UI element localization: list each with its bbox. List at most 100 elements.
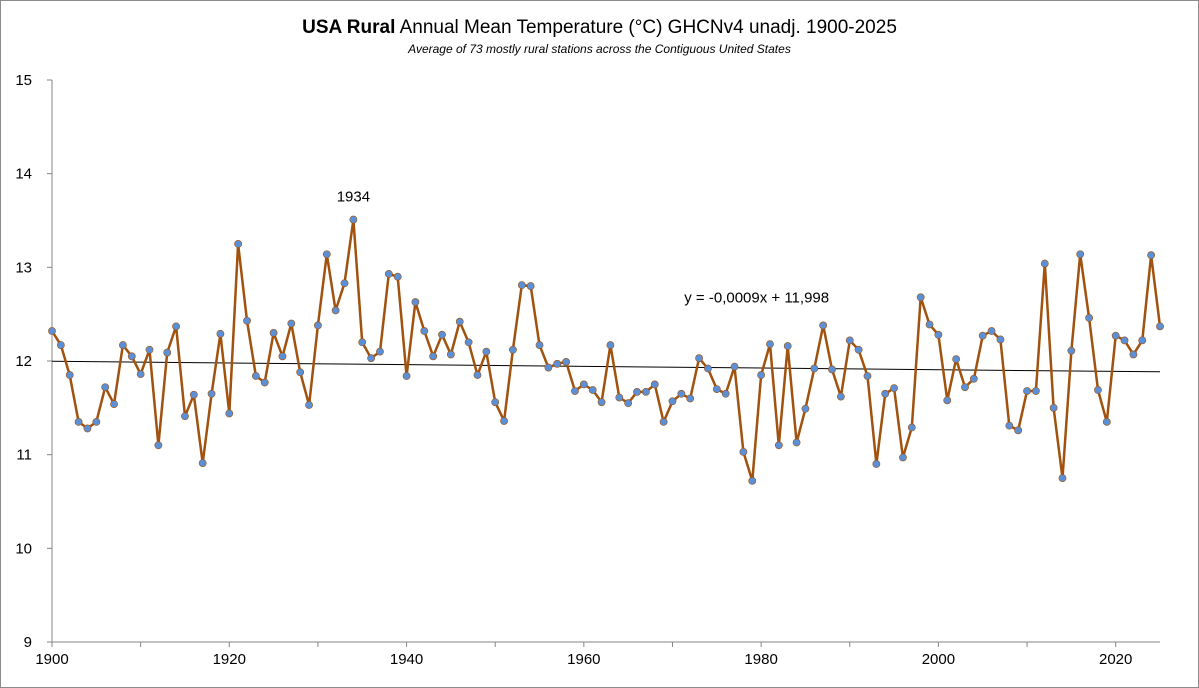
data-point [757,371,766,379]
data-point [872,460,881,468]
data-point [65,371,74,379]
data-point [907,423,916,432]
data-point [358,338,367,347]
data-point [562,358,571,366]
data-point [1129,350,1138,359]
data-point [1067,346,1076,355]
x-tick-label: 1940 [390,651,423,668]
data-point [384,269,393,278]
series-layer [48,215,1164,485]
data-point [207,389,216,398]
data-point [260,378,269,387]
data-point [934,330,943,339]
data-point [305,401,313,409]
data-point [509,345,517,354]
data-point [836,392,845,401]
annotation-label: 1934 [337,189,370,206]
data-point [340,279,349,288]
data-point [650,380,659,389]
data-point [74,417,83,426]
data-point [961,383,969,392]
data-point [828,365,836,374]
data-point [686,394,695,403]
data-point [854,345,863,354]
data-point [163,348,172,357]
data-point [615,393,624,402]
data-point [411,298,420,306]
data-point [1094,386,1102,394]
data-point [56,341,65,349]
data-point [899,453,907,462]
data-point [1111,331,1120,340]
data-point [296,368,305,377]
data-point [225,409,234,418]
data-point [1138,336,1147,345]
chart-title-bold: USA Rural [302,17,396,38]
data-point [766,340,774,349]
data-point [1156,322,1164,331]
data-point [978,331,987,340]
data-point [863,372,872,380]
x-tick-label: 1960 [567,651,600,668]
y-tick-label: 15 [15,72,32,89]
data-point [154,441,163,450]
data-point [748,476,757,485]
data-point [314,321,322,330]
chart-title-rest: Annual Mean Temperature (°C) GHCNv4 unad… [395,17,897,38]
data-point [198,459,207,467]
data-point [473,371,482,379]
y-tick-label: 10 [15,540,32,557]
data-point [1076,250,1085,259]
data-point [127,352,136,361]
y-tick-label: 13 [15,259,32,276]
data-point [136,370,145,379]
data-point [606,341,615,349]
data-point [517,281,526,290]
data-point [500,417,508,425]
data-point [393,272,402,281]
data-point [234,240,243,248]
data-point [243,316,251,325]
data-point [482,347,491,356]
x-tick-label: 1980 [744,651,777,668]
data-point [278,352,287,361]
data-point [952,355,961,364]
data-point [402,372,411,380]
data-point [996,335,1005,344]
data-point [624,399,633,408]
data-point [322,250,331,259]
y-tick-label: 11 [16,447,32,464]
series-line [50,218,1162,483]
data-point [464,338,473,347]
data-point [83,424,92,433]
data-point [1058,474,1067,482]
data-point [801,404,810,413]
data-point [216,329,225,338]
data-point [677,389,686,398]
annotation-layer: 1934 [337,189,370,206]
data-point [429,352,438,361]
data-point [987,327,996,335]
data-point [668,397,677,406]
data-point [181,412,189,421]
data-point [943,396,952,405]
data-point [1005,421,1014,430]
data-point [172,322,180,331]
data-point [251,372,260,380]
chart-title: USA Rural Annual Mean Temperature (°C) G… [0,17,1199,39]
data-point [1102,417,1111,426]
x-tick-label: 2000 [922,651,955,668]
data-point [641,388,650,396]
data-point [1049,403,1058,412]
trendline-equation: y = -0,0009x + 11,998 [684,289,829,306]
data-point [331,306,340,315]
data-point [544,363,553,372]
x-tick-label: 2020 [1099,651,1132,668]
data-point [730,362,739,371]
data-point [597,398,606,407]
data-point [890,384,898,393]
data-point [721,389,730,398]
chart-subtitle: Average of 73 mostly rural stations acro… [408,42,791,56]
data-point [1085,314,1093,322]
